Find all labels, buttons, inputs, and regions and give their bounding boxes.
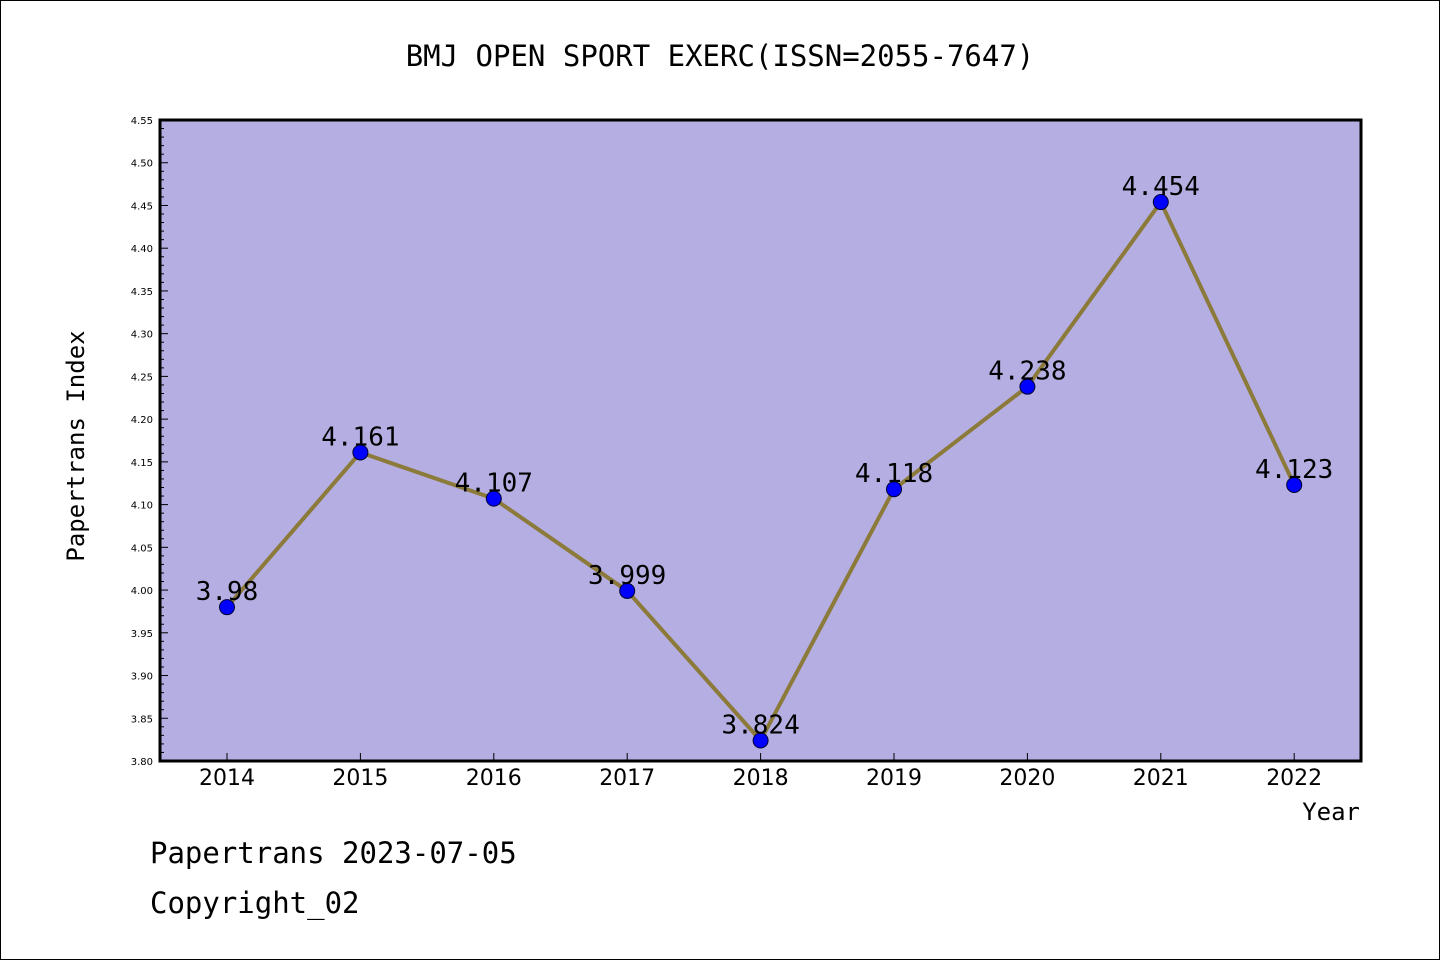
data-point xyxy=(619,582,636,599)
data-label: 4.107 xyxy=(455,469,533,499)
y-tick-label: 3.90 xyxy=(131,672,153,683)
data-label: 3.824 xyxy=(721,710,799,740)
y-tick-label: 4.30 xyxy=(131,330,153,341)
x-axis: 2014 2015 2016 2017 2018 2019 2020 2021 2022 xyxy=(199,753,1322,791)
x-axis-title: Year xyxy=(1302,798,1360,826)
data-label: 4.161 xyxy=(321,422,399,452)
x-tick-label: 2021 xyxy=(1133,766,1189,791)
data-markers xyxy=(219,194,1303,749)
x-tick-label: 2014 xyxy=(199,766,255,791)
data-point xyxy=(1286,476,1303,493)
data-label: 4.454 xyxy=(1122,172,1200,202)
plot-area xyxy=(160,120,1361,761)
footer-copyright-text: Copyright_02 xyxy=(150,886,360,920)
y-tick-label: 4.50 xyxy=(131,159,153,170)
y-tick-label: 3.85 xyxy=(131,714,153,725)
y-tick-label: 4.40 xyxy=(131,244,153,255)
data-point xyxy=(352,444,369,461)
y-tick-label: 3.80 xyxy=(131,757,153,768)
x-tick-label: 2016 xyxy=(466,766,522,791)
data-label: 3.98 xyxy=(196,577,259,607)
y-tick-label: 4.10 xyxy=(131,501,153,512)
x-tick-label: 2020 xyxy=(999,766,1055,791)
data-point xyxy=(485,490,502,507)
data-point xyxy=(752,732,769,749)
x-tick-label: 2022 xyxy=(1266,766,1322,791)
x-tick-label: 2018 xyxy=(733,766,789,791)
data-label: 4.238 xyxy=(988,357,1066,387)
data-point xyxy=(1152,194,1169,211)
y-tick-label: 4.55 xyxy=(131,116,153,127)
data-labels: 3.98 4.161 4.107 3.999 3.824 4.118 4.238 4.454 4… xyxy=(196,172,1334,740)
x-tick-label: 2017 xyxy=(599,766,655,791)
chart-title: BMJ OPEN SPORT EXERC(ISSN=2055-7647) xyxy=(406,39,1035,73)
data-label: 4.118 xyxy=(855,459,933,489)
x-tick-label: 2019 xyxy=(866,766,922,791)
data-label: 4.123 xyxy=(1255,455,1333,485)
y-tick-label: 4.05 xyxy=(131,543,153,554)
data-point xyxy=(1019,378,1036,395)
footer-date-text: Papertrans 2023-07-05 xyxy=(150,836,517,870)
y-tick-label: 4.35 xyxy=(131,287,153,298)
data-point xyxy=(219,599,235,616)
plot-border xyxy=(158,118,1363,763)
data-point xyxy=(886,481,902,498)
x-tick-label: 2015 xyxy=(332,766,388,791)
y-tick-label: 4.20 xyxy=(131,415,153,426)
y-tick-label: 4.25 xyxy=(131,372,153,383)
data-label: 3.999 xyxy=(588,561,666,591)
y-tick-label: 4.45 xyxy=(131,201,153,212)
y-axis-title: Papertrans Index xyxy=(62,330,90,561)
y-tick-label: 4.00 xyxy=(131,586,153,597)
y-tick-label: 4.15 xyxy=(131,458,153,469)
y-tick-label: 3.95 xyxy=(131,629,153,640)
